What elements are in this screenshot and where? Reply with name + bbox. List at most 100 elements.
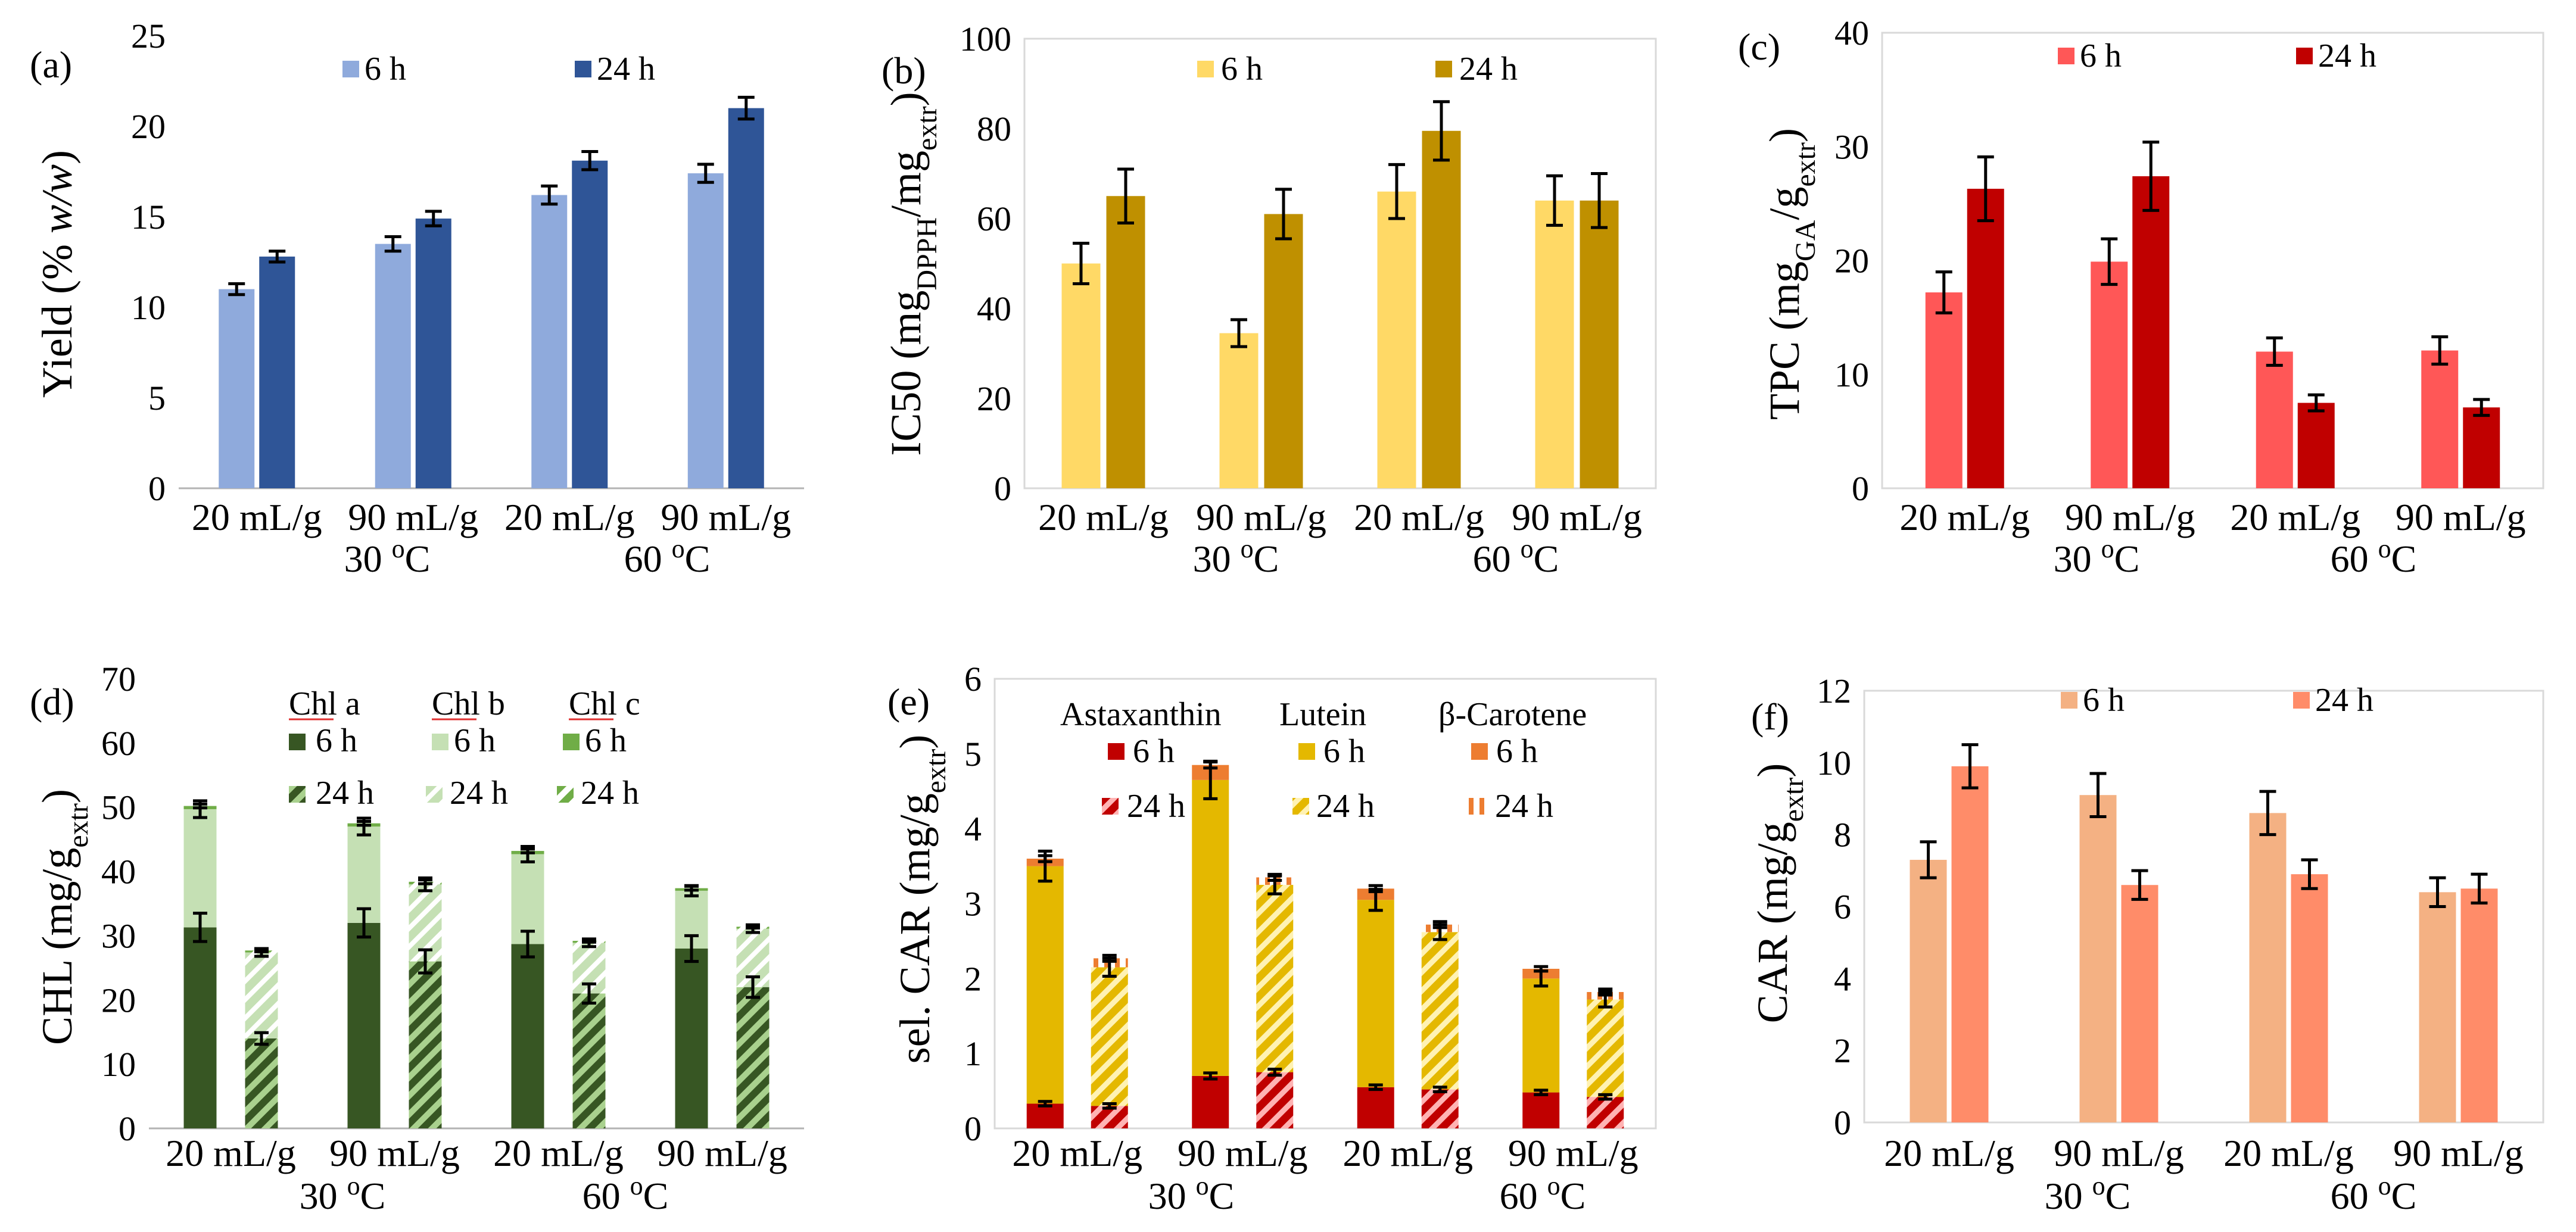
legend-swatch-bcar-24h bbox=[1468, 798, 1485, 815]
x-tick-label: 90 mL/g bbox=[2065, 496, 2195, 538]
error-bar bbox=[2431, 335, 2449, 366]
error-bar bbox=[1546, 174, 1563, 227]
bar-6h-4 bbox=[687, 173, 724, 488]
error-bar bbox=[1961, 743, 1979, 790]
error-bar bbox=[2142, 141, 2160, 212]
group-label: 30 oC bbox=[2054, 534, 2140, 581]
panel-label-f: (f) bbox=[1751, 695, 1789, 738]
legend-swatch-6h bbox=[2061, 692, 2077, 709]
legend-label-bcar-24h: 24 h bbox=[1495, 788, 1553, 825]
panel-label-a: (a) bbox=[30, 43, 72, 86]
stack-segment-6h-3-1 bbox=[1357, 1087, 1394, 1128]
error-bar bbox=[1433, 100, 1450, 162]
legend-label-chlb-24h: 24 h bbox=[450, 775, 508, 812]
error-bar bbox=[582, 982, 596, 1005]
y-axis-title-e: sel. CAR (mg/gextr) bbox=[891, 735, 952, 1064]
stack-segment-24h-1-1 bbox=[1091, 1106, 1128, 1128]
error-bar bbox=[1977, 155, 1994, 223]
y-tick-label: 40 bbox=[977, 289, 1011, 328]
legend-swatch-24h bbox=[2293, 692, 2310, 709]
legend-swatch-bcar-6h bbox=[1471, 743, 1488, 760]
error-bar bbox=[357, 819, 371, 827]
stack-segment-24h-2-1 bbox=[409, 961, 442, 1128]
bar-6h-3 bbox=[2249, 813, 2287, 1122]
x-tick-label: 90 mL/g bbox=[1178, 1132, 1308, 1174]
legend-swatch-chlb-6h bbox=[432, 734, 448, 750]
stack-segment-6h-3-2 bbox=[1357, 900, 1394, 1087]
stack-segment-6h-1-2 bbox=[183, 809, 217, 928]
plot-frame bbox=[1881, 32, 2544, 489]
bar-24h-2 bbox=[415, 219, 451, 488]
y-tick-label: 20 bbox=[101, 981, 136, 1019]
legend-label-chlc-24h: 24 h bbox=[581, 775, 639, 812]
stack-segment-6h-3-1 bbox=[511, 944, 544, 1128]
y-tick-label: 80 bbox=[977, 110, 1011, 148]
error-bar bbox=[254, 1031, 269, 1046]
panel-f: (f) 0 2 4 6 8 10 12 6 h 24 h CAR (mg/gextr) 20… bbox=[1749, 672, 2544, 1217]
bar-24h-1 bbox=[259, 256, 295, 488]
error-bar bbox=[746, 924, 760, 930]
legend-header-chl-b: Chl b bbox=[432, 685, 505, 722]
error-bar bbox=[418, 878, 432, 885]
legend-swatch-6h bbox=[1197, 61, 1214, 77]
panel-b: (b) 0 20 40 60 80 100 6 h 24 h IC50 (mgDPPH/m… bbox=[881, 20, 1657, 580]
legend-swatch-chla-24h bbox=[289, 786, 306, 803]
x-tick-label: 20 mL/g bbox=[1038, 496, 1169, 538]
y-tick-label: 6 bbox=[1834, 888, 1851, 927]
error-bar bbox=[1203, 760, 1218, 770]
bar-24h-2 bbox=[2132, 176, 2170, 489]
error-bar bbox=[2089, 772, 2107, 818]
x-tick-label: 20 mL/g bbox=[1342, 1132, 1473, 1174]
plot-frame bbox=[1863, 690, 2544, 1124]
error-bar bbox=[1275, 188, 1292, 241]
error-bar bbox=[1598, 1093, 1613, 1101]
error-bar bbox=[1038, 1100, 1052, 1108]
stack-segment-6h-2-2 bbox=[1192, 779, 1229, 1076]
panel-d: (d) 0 10 20 30 40 50 60 70 Chl a Chl b Chl c 6 … bbox=[30, 660, 804, 1217]
x-tick-label: 90 mL/g bbox=[329, 1132, 460, 1174]
error-bar bbox=[2473, 398, 2490, 417]
panel-e: (e) 0 1 2 3 4 5 6 Astaxanthin Lutein β-Caroten… bbox=[887, 660, 1657, 1217]
x-tick-label: 20 mL/g bbox=[166, 1132, 296, 1174]
y-tick-label: 20 bbox=[1834, 242, 1869, 280]
x-tick-label: 90 mL/g bbox=[2054, 1132, 2184, 1174]
y-tick-label: 5 bbox=[964, 735, 982, 773]
legend-label-24h: 24 h bbox=[597, 51, 655, 88]
error-bar bbox=[2429, 876, 2446, 908]
error-bar bbox=[384, 235, 401, 253]
legend-label-chlc-6h: 6 h bbox=[585, 722, 627, 759]
bar-6h-4 bbox=[2421, 350, 2459, 488]
stack-segment-24h-3-1 bbox=[572, 993, 606, 1128]
legend-swatch-24h bbox=[575, 61, 591, 77]
y-tick-label: 6 bbox=[964, 660, 982, 698]
stack-segment-24h-1-2 bbox=[245, 952, 278, 1038]
x-tick-label: 90 mL/g bbox=[1512, 496, 1642, 538]
y-tick-label: 0 bbox=[994, 469, 1011, 508]
error-bar bbox=[228, 282, 245, 297]
legend-label-6h: 6 h bbox=[365, 51, 406, 88]
y-tick-label: 0 bbox=[1834, 1103, 1851, 1142]
bar-24h-4 bbox=[2460, 888, 2498, 1122]
stack-segment-24h-2-1 bbox=[1256, 1072, 1294, 1128]
error-bar bbox=[684, 934, 699, 963]
group-label: 30 oC bbox=[344, 534, 431, 581]
legend-label-lut-24h: 24 h bbox=[1316, 788, 1375, 825]
y-tick-label: 3 bbox=[964, 885, 982, 924]
stack-segment-24h-4-1 bbox=[736, 987, 770, 1128]
group-label: 60 oC bbox=[2331, 534, 2417, 581]
plot-frame bbox=[1023, 38, 1657, 489]
bar-24h-4 bbox=[2463, 407, 2500, 488]
bar-6h-1 bbox=[1061, 263, 1101, 488]
error-bar bbox=[357, 907, 371, 939]
stack-segment-24h-4-2 bbox=[1587, 999, 1624, 1097]
bar-6h-1 bbox=[1910, 859, 1947, 1122]
error-bar bbox=[521, 930, 535, 959]
legend-swatch-chlc-24h bbox=[557, 786, 574, 803]
bar-24h-4 bbox=[1580, 200, 1619, 488]
y-tick-label: 12 bbox=[1817, 672, 1851, 710]
error-bar bbox=[1073, 242, 1089, 285]
error-bar bbox=[254, 947, 269, 953]
y-axis-title-b: IC50 (mgDPPH/mgextr) bbox=[882, 92, 943, 456]
